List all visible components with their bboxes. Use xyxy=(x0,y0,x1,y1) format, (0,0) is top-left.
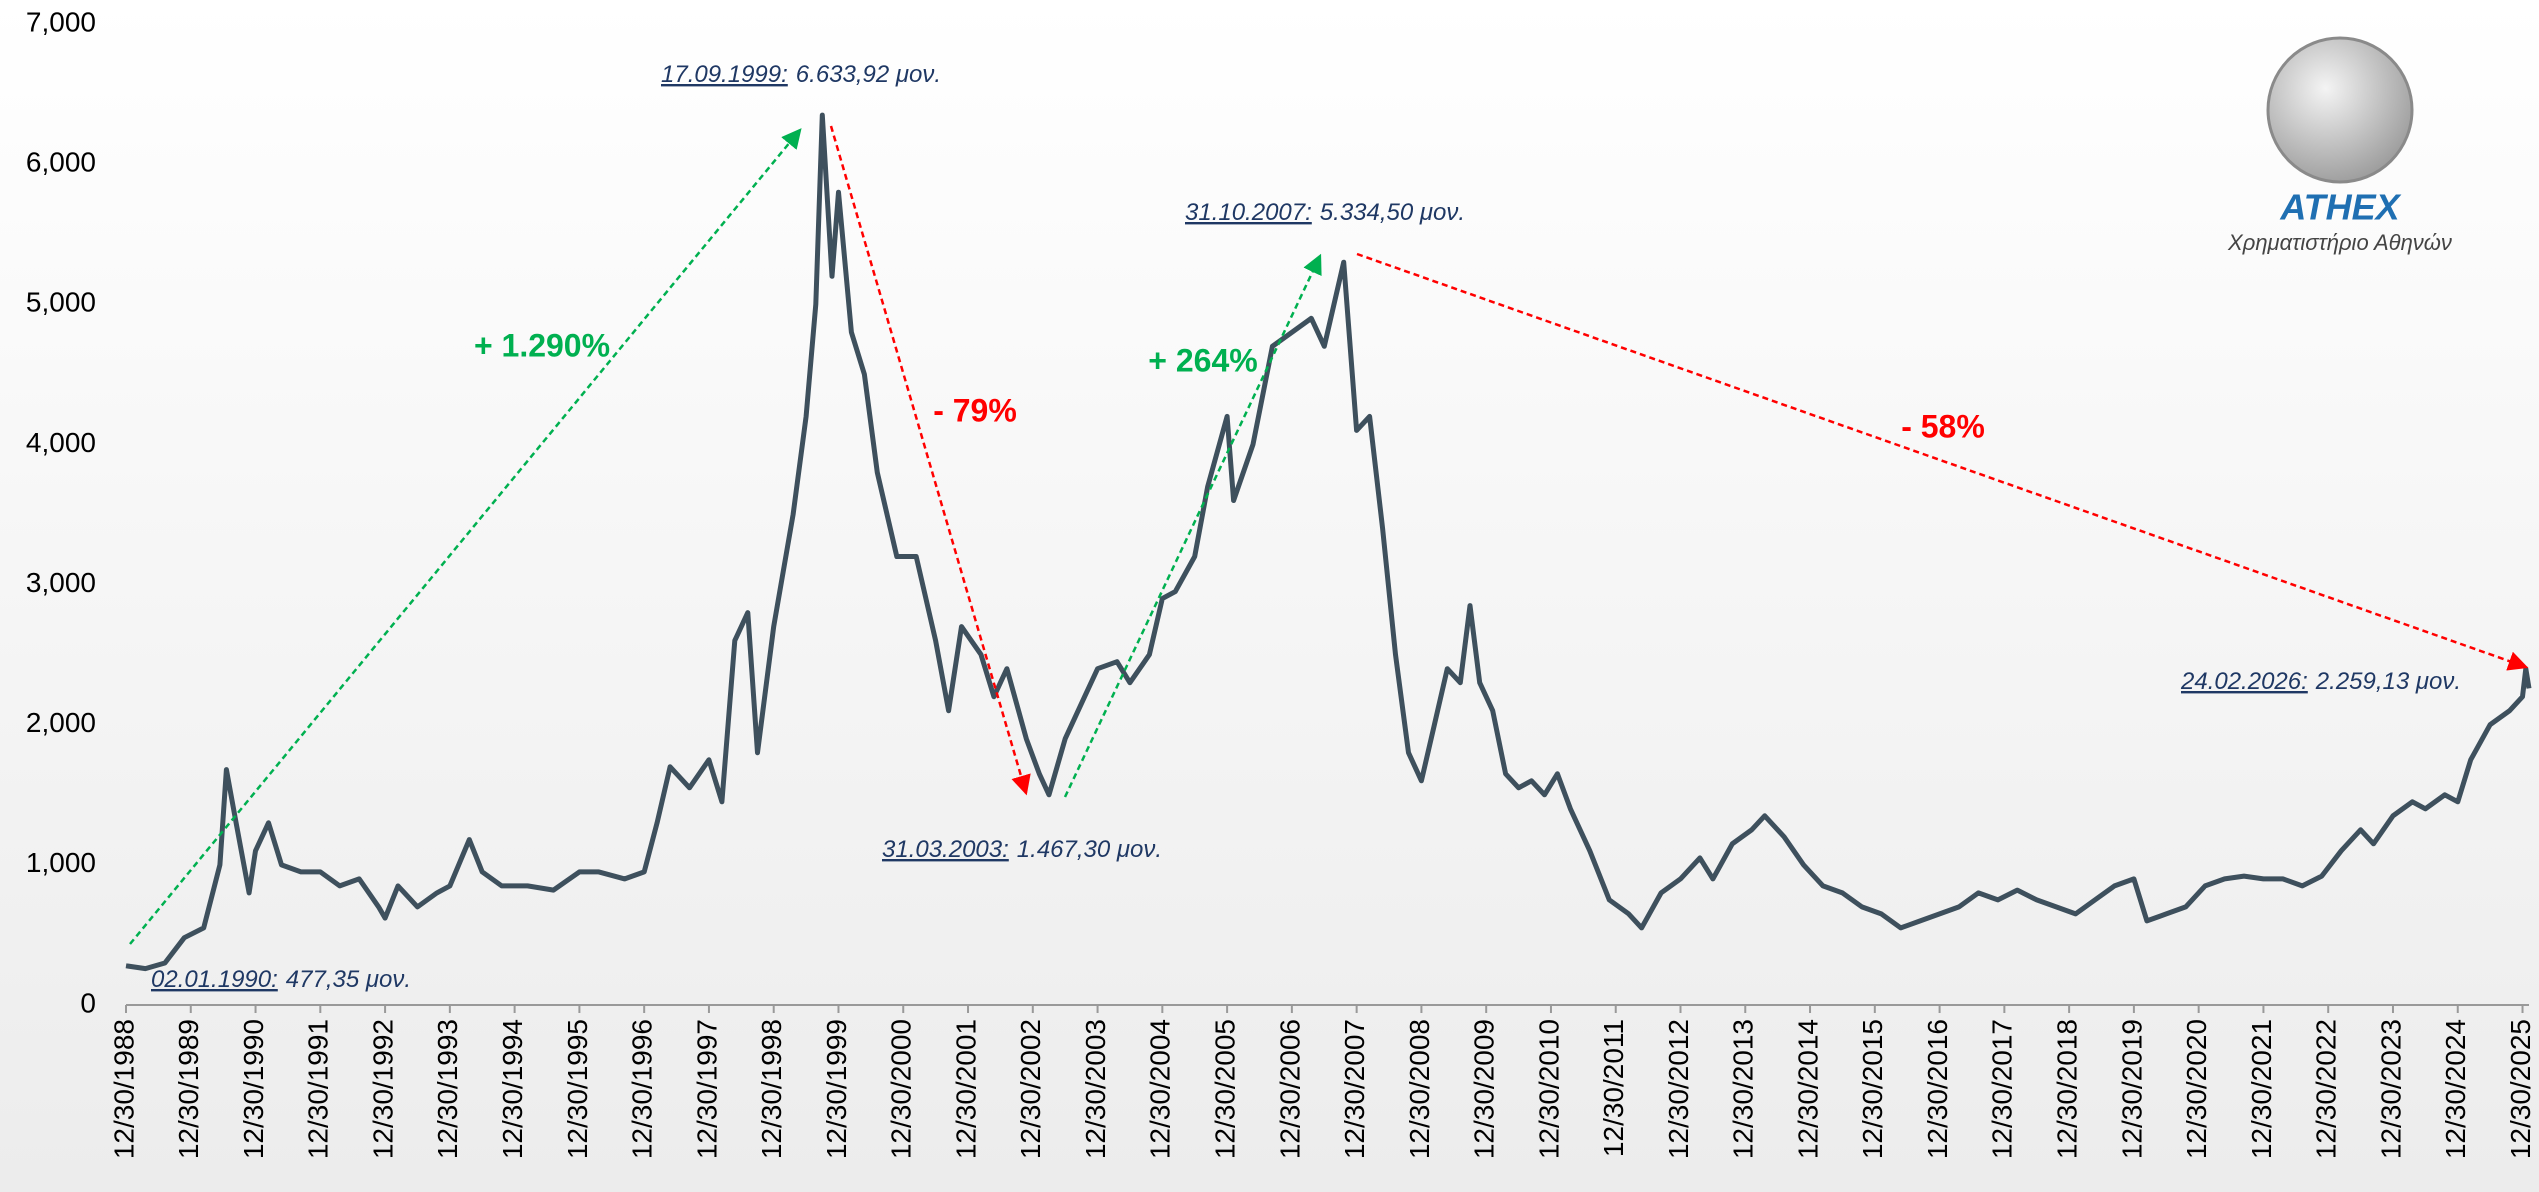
annotation-date: 02.01.1990: xyxy=(151,966,278,993)
x-tick-label: 12/30/2023 xyxy=(2375,1019,2406,1159)
y-tick-label: 1,000 xyxy=(26,847,96,878)
line-series xyxy=(125,112,2532,972)
x-tick-label: 12/30/1994 xyxy=(497,1019,528,1159)
annotation: 02.01.1990: 477,35 μον. xyxy=(151,966,411,993)
logo-name: ATHEX xyxy=(2279,187,2401,228)
x-tick-label: 12/30/2019 xyxy=(2116,1019,2147,1159)
x-tick-label: 12/30/2009 xyxy=(1469,1019,1500,1159)
x-tick-label: 12/30/1996 xyxy=(627,1019,658,1159)
x-tick-label: 12/30/2014 xyxy=(1792,1019,1823,1159)
annotation-date: 31.03.2003: xyxy=(882,836,1009,863)
x-tick-label: 12/30/2012 xyxy=(1663,1019,1694,1159)
x-tick-label: 12/30/2008 xyxy=(1404,1019,1435,1159)
annotation-text: 6.633,92 μον. xyxy=(796,61,941,88)
trend-arrow xyxy=(1356,252,2529,671)
x-tick-label: 12/30/1990 xyxy=(238,1019,269,1159)
y-tick-label: 4,000 xyxy=(26,427,96,458)
x-tick-label: 12/30/2005 xyxy=(1209,1019,1240,1159)
x-tick-label: 12/30/2020 xyxy=(2181,1019,2212,1159)
x-tick-label: 12/30/2006 xyxy=(1274,1019,1305,1159)
trend-arrow xyxy=(129,128,802,945)
change-label: + 264% xyxy=(1148,342,1257,378)
x-tick-label: 12/30/1991 xyxy=(303,1019,334,1159)
x-tick-label: 12/30/2016 xyxy=(1922,1019,1953,1159)
x-tick-label: 12/30/2017 xyxy=(1987,1019,2018,1159)
x-tick-label: 12/30/2001 xyxy=(950,1019,981,1159)
annotation-text: 2.259,13 μον. xyxy=(2315,668,2461,695)
change-label: - 79% xyxy=(933,392,1017,428)
x-tick-label: 12/30/2004 xyxy=(1145,1019,1176,1159)
annotation-text: 1.467,30 μον. xyxy=(1017,836,1162,863)
x-tick-label: 12/30/2010 xyxy=(1533,1019,1564,1159)
x-tick-label: 12/30/2018 xyxy=(2052,1019,2083,1159)
annotation-date: 24.02.2026: xyxy=(2180,668,2308,695)
y-tick-label: 6,000 xyxy=(26,147,96,178)
logo-coin xyxy=(2266,36,2414,184)
x-tick-label: 12/30/1997 xyxy=(691,1019,722,1159)
y-tick-label: 2,000 xyxy=(26,707,96,738)
y-tick-label: 5,000 xyxy=(26,287,96,318)
x-tick-label: 12/30/2015 xyxy=(1857,1019,1888,1159)
x-tick-label: 12/30/2022 xyxy=(2311,1019,2342,1159)
annotation: 31.03.2003: 1.467,30 μον. xyxy=(882,836,1162,863)
annotation-date: 31.10.2007: xyxy=(1185,199,1312,226)
x-tick-label: 12/30/1988 xyxy=(108,1019,139,1159)
trend-arrow xyxy=(829,125,1031,796)
annotation-date: 17.09.1999: xyxy=(661,61,788,88)
y-tick-label: 0 xyxy=(80,987,96,1018)
x-tick-label: 12/30/1995 xyxy=(562,1019,593,1159)
x-tick-label: 12/30/1992 xyxy=(367,1019,398,1159)
annotation-text: 5.334,50 μον. xyxy=(1320,199,1465,226)
logo-subtitle: Χρηματιστήριο Αθηνών xyxy=(2227,230,2452,255)
logo: ATHEX Χρηματιστήριο Αθηνών xyxy=(2227,36,2452,255)
change-label: - 58% xyxy=(1901,408,1985,444)
x-tick-label: 12/30/2021 xyxy=(2246,1019,2277,1159)
x-tick-label: 12/30/1998 xyxy=(756,1019,787,1159)
x-tick-label: 12/30/2013 xyxy=(1728,1019,1759,1159)
x-tick-label: 12/30/2003 xyxy=(1080,1019,1111,1159)
y-tick-label: 3,000 xyxy=(26,567,96,598)
annotation: 24.02.2026: 2.259,13 μον. xyxy=(2180,668,2461,695)
x-tick-label: 12/30/2011 xyxy=(1598,1019,1629,1157)
x-tick-label: 12/30/1993 xyxy=(432,1019,463,1159)
x-tick-label: 12/30/2007 xyxy=(1339,1019,1370,1159)
x-tick-label: 12/30/2025 xyxy=(2505,1019,2536,1159)
change-label: + 1.290% xyxy=(474,327,610,363)
x-tick-label: 12/30/1989 xyxy=(173,1019,204,1159)
annotation-text: 477,35 μον. xyxy=(286,966,411,993)
x-tick-label: 12/30/2024 xyxy=(2440,1019,2471,1159)
annotation: 31.10.2007: 5.334,50 μον. xyxy=(1185,199,1465,226)
y-tick-label: 7,000 xyxy=(26,6,96,37)
x-tick-label: 12/30/2000 xyxy=(886,1019,917,1159)
x-tick-label: 12/30/1999 xyxy=(821,1019,852,1159)
annotation: 17.09.1999: 6.633,92 μον. xyxy=(661,61,941,88)
x-tick-label: 12/30/2002 xyxy=(1015,1019,1046,1159)
